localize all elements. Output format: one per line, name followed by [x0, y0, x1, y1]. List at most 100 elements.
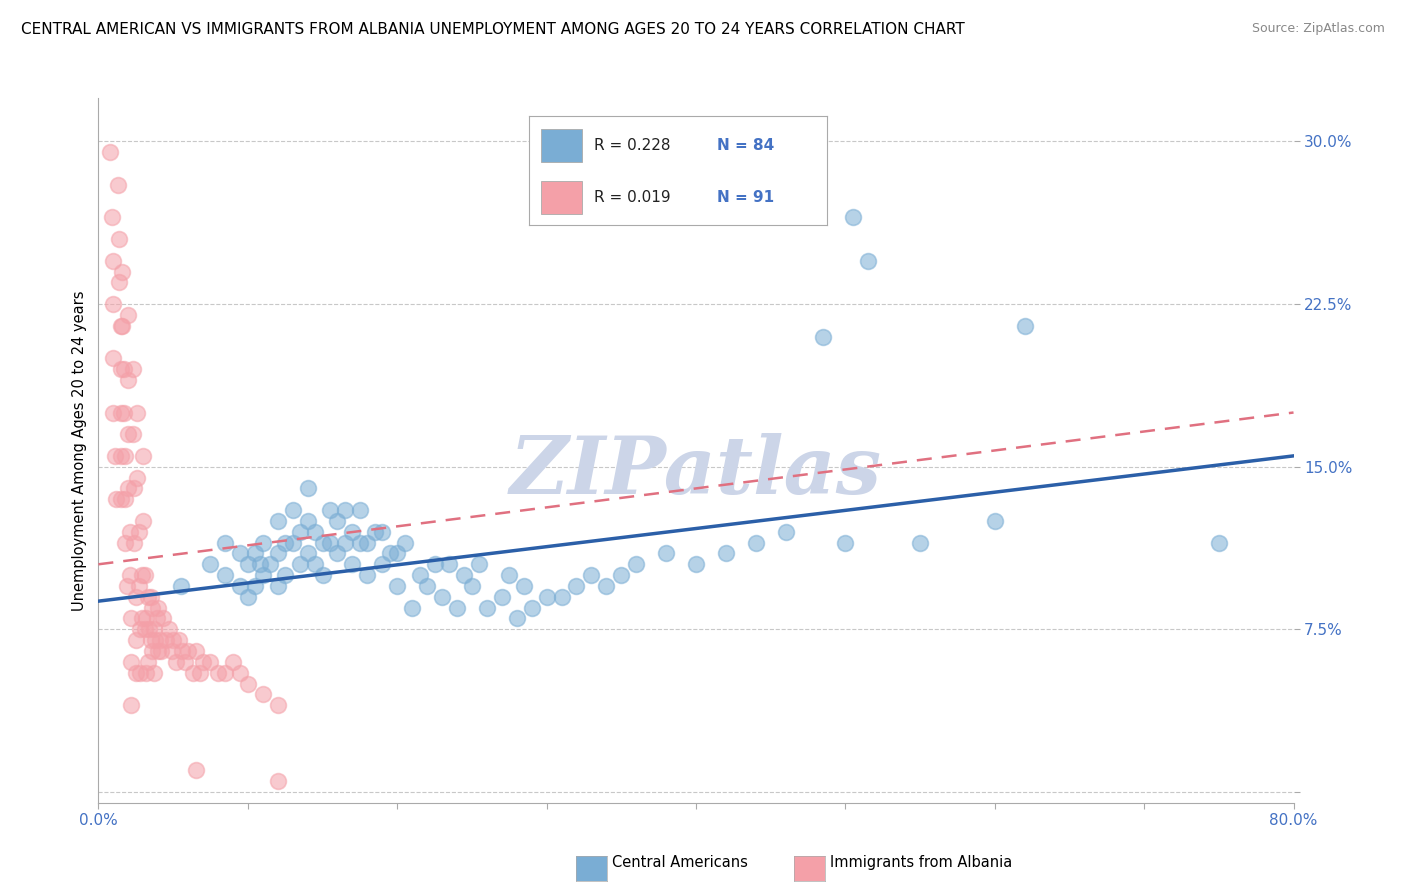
Point [236, 590, 259, 604]
Text: Immigrants from Albania: Immigrants from Albania [830, 855, 1012, 870]
Point [685, 558, 707, 572]
Point [252, 687, 274, 701]
Point [856, 253, 879, 268]
Point [169, 579, 191, 593]
Point [103, 297, 125, 311]
Point [349, 503, 371, 517]
Point [775, 524, 797, 539]
Point [114, 535, 136, 549]
Point [191, 655, 214, 669]
Point [120, 698, 142, 713]
Point [103, 253, 125, 268]
Point [908, 535, 931, 549]
Point [131, 568, 153, 582]
Text: Source: ZipAtlas.com: Source: ZipAtlas.com [1251, 22, 1385, 36]
Point [550, 590, 572, 604]
Point [165, 655, 187, 669]
Point [155, 633, 177, 648]
Point [356, 568, 378, 582]
Point [1014, 318, 1036, 333]
Point [222, 655, 245, 669]
Text: CENTRAL AMERICAN VS IMMIGRANTS FROM ALBANIA UNEMPLOYMENT AMONG AGES 20 TO 24 YEA: CENTRAL AMERICAN VS IMMIGRANTS FROM ALBA… [21, 22, 965, 37]
Point [124, 535, 146, 549]
Point [984, 514, 1007, 528]
Point [811, 329, 834, 343]
Point [112, 405, 135, 419]
Point [423, 558, 446, 572]
Point [655, 546, 678, 560]
Point [174, 655, 197, 669]
Point [439, 558, 461, 572]
Point [125, 665, 148, 680]
Point [714, 546, 737, 560]
Point [115, 579, 138, 593]
Point [108, 276, 131, 290]
Point [125, 633, 148, 648]
Point [236, 676, 259, 690]
Point [385, 546, 409, 560]
Point [110, 492, 132, 507]
Point [114, 492, 136, 507]
Point [129, 665, 152, 680]
Point [259, 558, 281, 572]
Point [103, 351, 125, 366]
Text: Central Americans: Central Americans [612, 855, 748, 870]
Point [136, 590, 159, 604]
Point [311, 535, 333, 549]
Point [98, 145, 122, 160]
Point [128, 524, 150, 539]
Point [120, 655, 142, 669]
Point [200, 558, 222, 572]
Point [319, 503, 342, 517]
Point [267, 698, 290, 713]
Point [297, 546, 319, 560]
Point [142, 623, 165, 637]
Point [150, 644, 173, 658]
Point [181, 665, 204, 680]
Point [342, 524, 364, 539]
Y-axis label: Unemployment Among Ages 20 to 24 years: Unemployment Among Ages 20 to 24 years [72, 290, 87, 611]
Point [110, 405, 132, 419]
Point [127, 470, 149, 484]
Point [167, 633, 190, 648]
Point [149, 633, 172, 648]
Point [128, 579, 150, 593]
Point [132, 449, 155, 463]
Point [214, 665, 236, 680]
Point [394, 535, 416, 549]
Point [416, 579, 439, 593]
Point [184, 644, 207, 658]
Point [117, 482, 139, 496]
Point [148, 600, 170, 615]
Point [491, 590, 513, 604]
Point [111, 264, 134, 278]
Point [378, 546, 401, 560]
Point [626, 558, 648, 572]
Point [267, 514, 290, 528]
Point [267, 774, 290, 789]
Point [143, 633, 166, 648]
Point [148, 644, 170, 658]
Point [131, 611, 153, 625]
Point [132, 514, 155, 528]
Text: ZIPatlas: ZIPatlas [510, 433, 882, 510]
Point [281, 503, 304, 517]
Point [129, 623, 152, 637]
Point [252, 535, 274, 549]
Point [117, 373, 139, 387]
Point [326, 546, 349, 560]
Point [319, 535, 342, 549]
Point [214, 535, 236, 549]
Point [349, 535, 371, 549]
Point [745, 535, 768, 549]
Point [229, 546, 252, 560]
Point [136, 655, 159, 669]
Point [371, 558, 394, 572]
Point [468, 558, 491, 572]
Point [162, 633, 184, 648]
Point [288, 558, 311, 572]
Point [107, 178, 129, 192]
Point [453, 568, 475, 582]
Point [214, 568, 236, 582]
Point [297, 514, 319, 528]
